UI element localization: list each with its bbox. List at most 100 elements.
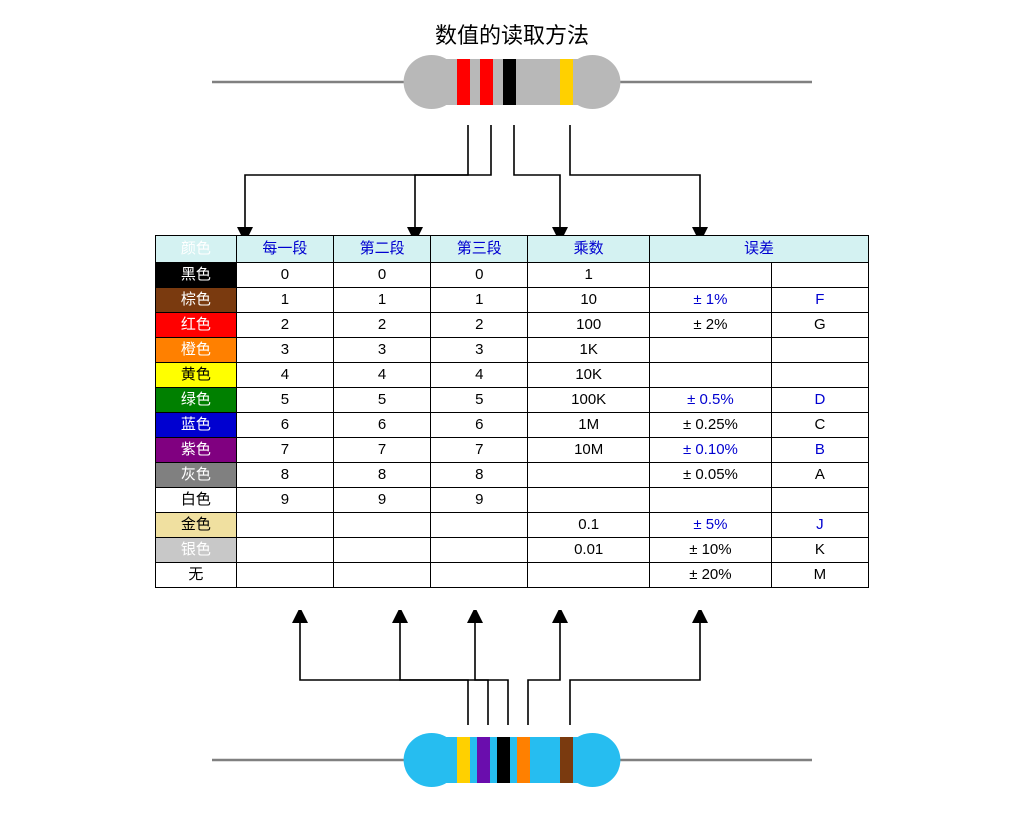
tolerance-cell: ± 20% bbox=[650, 563, 772, 588]
color-name-cell: 棕色 bbox=[156, 288, 237, 313]
value-cell: 8 bbox=[236, 463, 333, 488]
value-cell: 4 bbox=[333, 363, 430, 388]
value-cell: 9 bbox=[431, 488, 528, 513]
color-name-cell: 无 bbox=[156, 563, 237, 588]
value-cell: 9 bbox=[333, 488, 430, 513]
value-cell: 100K bbox=[528, 388, 650, 413]
table-row: 银色 0.01± 10%K bbox=[156, 538, 869, 563]
code-cell bbox=[771, 338, 868, 363]
value-cell: 10K bbox=[528, 363, 650, 388]
bottom-resistor-diagram bbox=[192, 720, 832, 800]
value-cell: 7 bbox=[333, 438, 430, 463]
table-header: 每一段 bbox=[236, 236, 333, 263]
value-cell: 3 bbox=[431, 338, 528, 363]
color-name-cell: 橙色 bbox=[156, 338, 237, 363]
color-name-cell: 绿色 bbox=[156, 388, 237, 413]
table-row: 黄色44410K bbox=[156, 363, 869, 388]
code-cell: F bbox=[771, 288, 868, 313]
table-header: 误差 bbox=[650, 236, 869, 263]
value-cell: 0 bbox=[236, 263, 333, 288]
value-cell bbox=[528, 488, 650, 513]
value-cell: 1 bbox=[333, 288, 430, 313]
table-row: 蓝色6661M± 0.25%C bbox=[156, 413, 869, 438]
code-cell bbox=[771, 363, 868, 388]
value-cell: 2 bbox=[431, 313, 528, 338]
value-cell: 4 bbox=[236, 363, 333, 388]
value-cell: 2 bbox=[333, 313, 430, 338]
color-code-table: 颜色每一段第二段第三段乘数误差黑色0001棕色11110± 1%F红色22210… bbox=[155, 235, 869, 588]
code-cell bbox=[771, 263, 868, 288]
value-cell: 2 bbox=[236, 313, 333, 338]
tolerance-cell: ± 0.5% bbox=[650, 388, 772, 413]
tolerance-cell: ± 5% bbox=[650, 513, 772, 538]
value-cell bbox=[236, 513, 333, 538]
table-row: 白色999 bbox=[156, 488, 869, 513]
table-row: 红色222100± 2%G bbox=[156, 313, 869, 338]
value-cell bbox=[431, 563, 528, 588]
table-row: 绿色555100K± 0.5%D bbox=[156, 388, 869, 413]
code-cell: B bbox=[771, 438, 868, 463]
tolerance-cell: ± 10% bbox=[650, 538, 772, 563]
tolerance-cell: ± 0.10% bbox=[650, 438, 772, 463]
table-header: 乘数 bbox=[528, 236, 650, 263]
top-resistor-diagram bbox=[192, 42, 832, 122]
value-cell: 1 bbox=[236, 288, 333, 313]
value-cell: 8 bbox=[431, 463, 528, 488]
value-cell bbox=[333, 513, 430, 538]
table-row: 灰色888± 0.05%A bbox=[156, 463, 869, 488]
value-cell: 6 bbox=[333, 413, 430, 438]
value-cell: 1M bbox=[528, 413, 650, 438]
tolerance-cell: ± 1% bbox=[650, 288, 772, 313]
value-cell: 0.1 bbox=[528, 513, 650, 538]
color-name-cell: 灰色 bbox=[156, 463, 237, 488]
color-name-cell: 金色 bbox=[156, 513, 237, 538]
table-header: 颜色 bbox=[156, 236, 237, 263]
value-cell: 1 bbox=[431, 288, 528, 313]
table-row: 金色0.1± 5%J bbox=[156, 513, 869, 538]
table-header: 第二段 bbox=[333, 236, 430, 263]
code-cell bbox=[771, 488, 868, 513]
tolerance-cell: ± 0.05% bbox=[650, 463, 772, 488]
value-cell bbox=[333, 563, 430, 588]
tolerance-cell bbox=[650, 488, 772, 513]
color-name-cell: 黑色 bbox=[156, 263, 237, 288]
value-cell bbox=[333, 538, 430, 563]
color-name-cell: 黄色 bbox=[156, 363, 237, 388]
value-cell: 0 bbox=[333, 263, 430, 288]
table-header: 第三段 bbox=[431, 236, 528, 263]
value-cell: 9 bbox=[236, 488, 333, 513]
table-row: 棕色11110± 1%F bbox=[156, 288, 869, 313]
tolerance-cell bbox=[650, 363, 772, 388]
color-name-cell: 蓝色 bbox=[156, 413, 237, 438]
color-code-table-container: 颜色每一段第二段第三段乘数误差黑色0001棕色11110± 1%F红色22210… bbox=[155, 235, 869, 588]
value-cell: 0 bbox=[431, 263, 528, 288]
tolerance-cell bbox=[650, 338, 772, 363]
table-row: 黑色0001 bbox=[156, 263, 869, 288]
code-cell: D bbox=[771, 388, 868, 413]
code-cell: G bbox=[771, 313, 868, 338]
value-cell: 7 bbox=[431, 438, 528, 463]
value-cell bbox=[528, 563, 650, 588]
color-name-cell: 紫色 bbox=[156, 438, 237, 463]
table-row: 无 ± 20%M bbox=[156, 563, 869, 588]
tolerance-cell: ± 2% bbox=[650, 313, 772, 338]
value-cell bbox=[528, 463, 650, 488]
value-cell: 3 bbox=[333, 338, 430, 363]
value-cell: 8 bbox=[333, 463, 430, 488]
value-cell bbox=[236, 538, 333, 563]
value-cell: 10 bbox=[528, 288, 650, 313]
table-row: 橙色3331K bbox=[156, 338, 869, 363]
value-cell: 5 bbox=[431, 388, 528, 413]
table-row: 紫色77710M± 0.10%B bbox=[156, 438, 869, 463]
code-cell: M bbox=[771, 563, 868, 588]
code-cell: C bbox=[771, 413, 868, 438]
top-arrows bbox=[0, 120, 1024, 240]
value-cell: 5 bbox=[333, 388, 430, 413]
code-cell: K bbox=[771, 538, 868, 563]
value-cell: 1 bbox=[528, 263, 650, 288]
value-cell: 0.01 bbox=[528, 538, 650, 563]
color-name-cell: 银色 bbox=[156, 538, 237, 563]
color-name-cell: 白色 bbox=[156, 488, 237, 513]
value-cell: 10M bbox=[528, 438, 650, 463]
bottom-arrows bbox=[0, 610, 1024, 730]
